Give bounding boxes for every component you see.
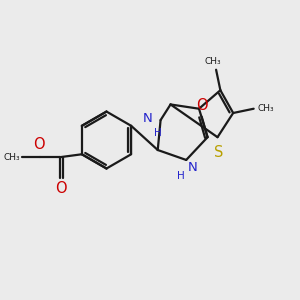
Text: CH₃: CH₃ <box>204 57 221 66</box>
Text: H: H <box>154 128 162 138</box>
Text: N: N <box>188 161 197 174</box>
Text: S: S <box>214 145 224 160</box>
Text: O: O <box>55 181 67 196</box>
Text: N: N <box>143 112 153 125</box>
Text: O: O <box>34 137 45 152</box>
Text: H: H <box>177 171 185 181</box>
Text: CH₃: CH₃ <box>257 104 274 113</box>
Text: O: O <box>196 98 208 113</box>
Text: CH₃: CH₃ <box>3 153 20 162</box>
